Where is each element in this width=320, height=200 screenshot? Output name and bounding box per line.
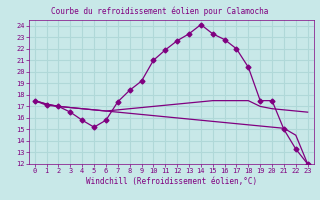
X-axis label: Windchill (Refroidissement éolien,°C): Windchill (Refroidissement éolien,°C) — [86, 177, 257, 186]
Text: Courbe du refroidissement éolien pour Calamocha: Courbe du refroidissement éolien pour Ca… — [51, 6, 269, 16]
